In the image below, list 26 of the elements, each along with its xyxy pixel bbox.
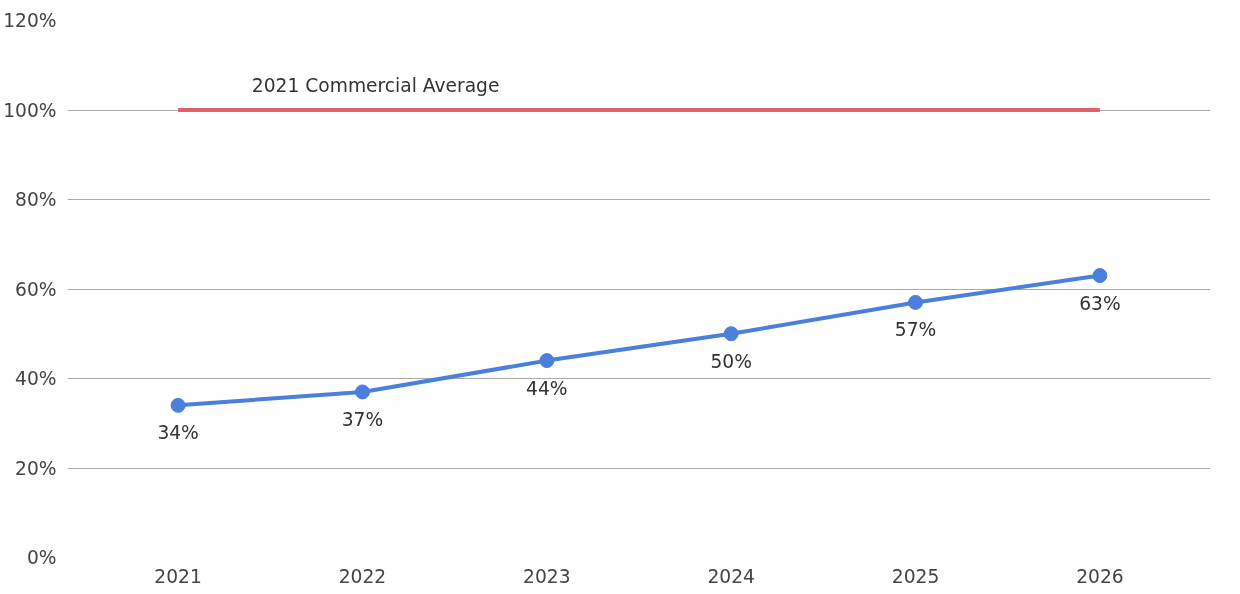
point — [170, 397, 186, 413]
x-tick-label: 2023 — [523, 565, 571, 587]
point — [539, 353, 555, 369]
point — [908, 294, 924, 310]
data-label: 63% — [1079, 292, 1121, 314]
x-tick-label: 2021 — [154, 565, 202, 587]
point — [354, 384, 370, 400]
point — [723, 326, 739, 342]
y-tick-label: 40% — [15, 368, 57, 389]
x-tick-label: 2022 — [338, 565, 387, 587]
data-label: 50% — [710, 350, 752, 372]
y-tick-label: 80% — [15, 189, 57, 210]
y-tick-label: 20% — [15, 457, 57, 479]
x-tick-label: 2024 — [707, 565, 755, 587]
x-tick-label: 2025 — [891, 565, 940, 587]
y-tick-label: 100% — [3, 99, 57, 121]
y-tick-label: 120% — [3, 10, 57, 31]
data-label: 37% — [341, 408, 384, 430]
data-label: 34% — [157, 422, 199, 444]
point — [1092, 268, 1108, 284]
x-tick-label: 2026 — [1076, 565, 1124, 587]
data-label: 57% — [894, 319, 937, 341]
ref-line-label: 2021 Commercial Average — [251, 75, 500, 96]
y-tick-label: 0% — [26, 547, 57, 568]
data-label: 44% — [526, 377, 568, 399]
y-tick-label: 60% — [15, 278, 57, 300]
